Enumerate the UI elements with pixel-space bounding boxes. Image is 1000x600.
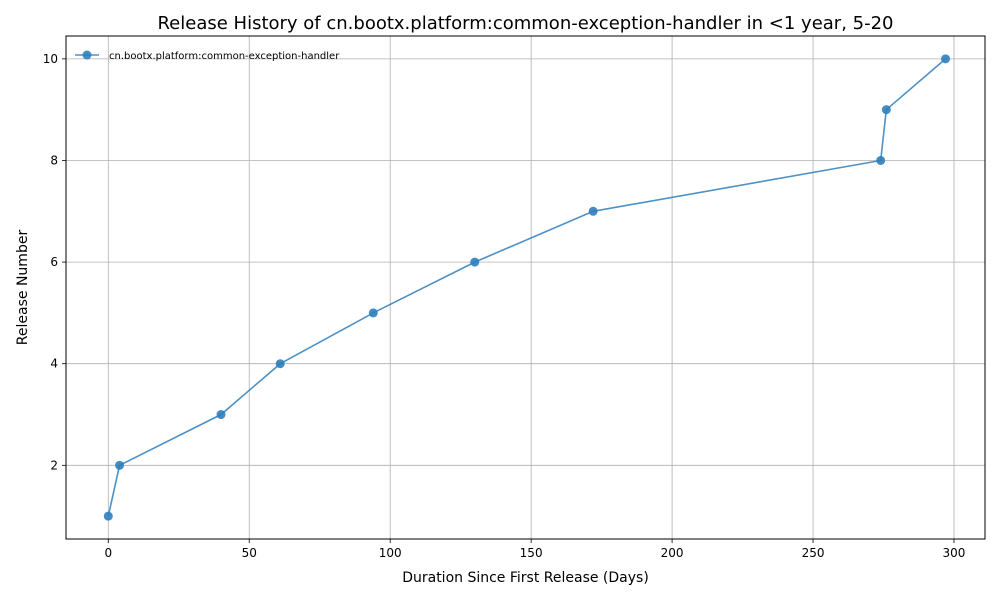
y-tick-label: 6 [50, 255, 58, 269]
data-point [470, 257, 480, 267]
legend-label: cn.bootx.platform:common-exception-handl… [109, 51, 340, 62]
x-tick-label: 100 [379, 546, 402, 560]
legend-point-marker [82, 50, 92, 60]
x-tick-label: 150 [520, 546, 543, 560]
y-tick-label: 4 [50, 357, 58, 371]
data-point [588, 206, 598, 216]
data-point [216, 410, 226, 420]
x-tick-label: 300 [943, 546, 966, 560]
x-tick-label: 200 [661, 546, 684, 560]
data-point [876, 155, 886, 165]
y-tick-label: 2 [50, 458, 58, 472]
x-axis-title: Duration Since First Release (Days) [402, 570, 649, 586]
data-point [941, 54, 951, 64]
data-point [103, 511, 113, 521]
data-point [881, 105, 891, 115]
y-axis-title: Release Number [15, 230, 31, 346]
series-line [107, 58, 947, 517]
x-axis-ticks: 0 50 100 150 200 250 300 [104, 539, 965, 560]
y-tick-label: 8 [50, 153, 58, 167]
data-point [115, 460, 125, 470]
x-tick-label: 250 [802, 546, 825, 560]
x-tick-label: 0 [104, 546, 112, 560]
y-axis-ticks: 2 4 6 8 10 [43, 52, 66, 472]
data-point [368, 308, 378, 318]
chart-title: Release History of cn.bootx.platform:com… [157, 13, 893, 34]
plot-area-frame [65, 35, 986, 540]
data-point [275, 359, 285, 369]
series-layer [103, 54, 951, 521]
x-tick-label: 50 [242, 546, 257, 560]
grid-lines [66, 36, 985, 539]
legend: cn.bootx.platform:common-exception-handl… [75, 50, 340, 62]
y-tick-label: 10 [43, 52, 58, 66]
